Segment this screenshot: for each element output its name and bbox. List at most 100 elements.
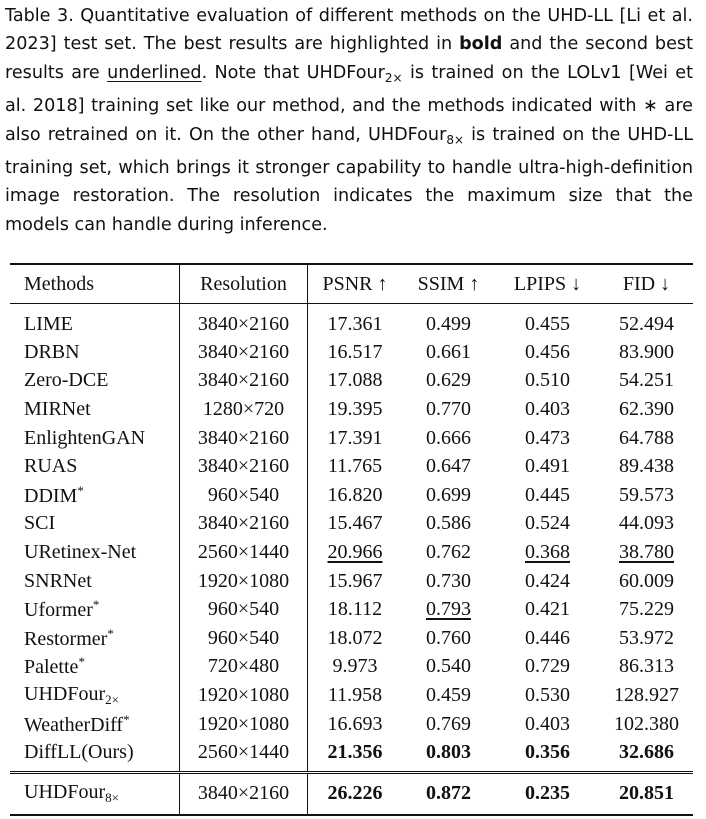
table-row: Zero-DCE 3840×2160 17.088 0.629 0.510 54.251 [10, 366, 693, 396]
cell-text: WeatherDiff [24, 713, 124, 736]
value-cell: 0.473 [525, 426, 570, 449]
value-cell: 0.445 [525, 483, 570, 506]
value-cell: 19.395 [327, 397, 383, 420]
value-cell: 11.958 [327, 683, 383, 706]
value-cell: 0.872 [402, 772, 495, 816]
method-cell: SNRNet [10, 566, 180, 596]
caption-text: bold [459, 34, 503, 55]
table-row: Uformer* 960×540 18.112 0.793 0.421 75.229 [10, 595, 693, 624]
value-cell: 720×480 [179, 652, 308, 682]
value-cell: 60.009 [619, 569, 674, 592]
value-cell: SSIM ↑ [402, 263, 495, 304]
value-cell: 0.540 [426, 655, 471, 678]
results-table: Methods Resolution PSNR ↑ SSIM ↑ LPIPS ↓ FID … [10, 263, 693, 816]
value-cell: 89.438 [619, 455, 674, 478]
value-cell: 44.093 [619, 512, 674, 535]
value-cell: 1280×720 [179, 395, 308, 424]
table-row: DDIM* 960×540 16.820 0.699 0.445 59.573 [10, 480, 693, 510]
value-cell: 0.762 [426, 540, 471, 563]
value-cell: 0.661 [426, 340, 471, 363]
method-cell: RUAS [10, 452, 180, 481]
method-cell: WeatherDiff* [10, 709, 180, 739]
subscript: 8× [105, 790, 119, 806]
superscript: * [78, 654, 85, 670]
table-row: UHDFour2× 1920×1080 11.958 0.459 0.530 128.92… [10, 681, 693, 710]
value-cell: 102.380 [614, 712, 679, 735]
caption-text: 8× [446, 132, 465, 147]
value-cell: 20.851 [600, 772, 693, 816]
cell-text: 0.235 [525, 782, 570, 805]
method-cell: URetinex-Net [10, 538, 180, 567]
value-cell: 86.313 [619, 655, 674, 678]
value-cell: 1920×1080 [179, 681, 308, 710]
cell-text: 20.966 [327, 540, 383, 563]
cell-text: Restormer [24, 627, 108, 650]
value-cell: 62.390 [619, 397, 674, 420]
value-cell: 17.088 [327, 369, 383, 392]
value-cell: 0.666 [426, 426, 471, 449]
subscript: 2× [105, 691, 119, 707]
table-row: MIRNet 1280×720 19.395 0.770 0.403 62.390 [10, 395, 693, 424]
value-cell: 20.966 [308, 538, 403, 567]
value-cell: 128.927 [614, 683, 679, 706]
table-row: SCI 3840×2160 15.467 0.586 0.524 44.093 [10, 509, 693, 539]
value-cell: 3840×2160 [179, 772, 308, 816]
cell-text: DDIM [24, 484, 78, 507]
value-cell: 18.112 [327, 598, 383, 621]
value-cell: 16.517 [327, 340, 383, 363]
value-cell: 0.424 [525, 569, 570, 592]
value-cell: 54.251 [619, 369, 674, 392]
table-row: WeatherDiff* 1920×1080 16.693 0.769 0.403 102… [10, 709, 693, 739]
value-cell: 0.769 [426, 712, 471, 735]
method-cell: DDIM* [10, 480, 180, 510]
table-row: DiffLL(Ours) 2560×1440 21.356 0.803 0.356 32.… [10, 738, 693, 774]
value-cell: 0.421 [525, 598, 570, 621]
superscript: * [92, 597, 100, 613]
value-cell: 64.788 [619, 426, 674, 449]
value-cell: 960×540 [179, 623, 308, 653]
method-cell: UHDFour2× [10, 681, 180, 710]
method-cell: Palette* [10, 652, 180, 682]
value-cell: 3840×2160 [179, 366, 308, 396]
table-row: Restormer* 960×540 18.072 0.760 0.446 53.972 [10, 623, 693, 653]
cell-text: UHDFour [24, 781, 106, 804]
value-cell: 38.780 [600, 538, 693, 567]
cell-text: Uformer [24, 599, 93, 622]
value-cell: 3840×2160 [179, 423, 308, 453]
value-cell: 0.235 [495, 772, 600, 816]
cell-text: 32.686 [619, 741, 674, 764]
cell-text: UHDFour [24, 682, 106, 705]
value-cell: 26.226 [307, 772, 402, 816]
value-cell: 3840×2160 [179, 338, 308, 367]
value-cell: 0.586 [426, 512, 471, 535]
value-cell: 0.760 [426, 626, 471, 649]
superscript: * [107, 625, 114, 641]
value-cell: 0.510 [525, 369, 570, 392]
value-cell: 0.446 [525, 626, 570, 649]
table-row: RUAS 3840×2160 11.765 0.647 0.491 89.438 [10, 452, 693, 481]
table-caption: Table 3. Quantitative evaluation of diff… [5, 2, 693, 239]
value-cell: 0.647 [426, 455, 471, 478]
method-cell: EnlightenGAN [10, 423, 180, 453]
value-cell: 0.770 [426, 397, 471, 420]
cell-text: 20.851 [619, 782, 674, 805]
value-cell: 0.803 [402, 738, 495, 774]
value-cell: 15.467 [327, 512, 383, 535]
value-cell: 59.573 [619, 483, 674, 506]
table-row: Palette* 720×480 9.973 0.540 0.729 86.313 [10, 652, 693, 682]
cell-text: 0.368 [525, 540, 570, 563]
value-cell: 3840×2160 [179, 303, 308, 338]
table-row: EnlightenGAN 3840×2160 17.391 0.666 0.473 64.… [10, 423, 693, 453]
caption-text: is trained on the UHD-LL training set, w… [5, 124, 694, 235]
table-row: UHDFour8× 3840×2160 26.226 0.872 0.235 20.851 [10, 772, 693, 816]
value-cell: 1920×1080 [179, 709, 308, 739]
value-cell: LPIPS ↓ [495, 263, 600, 304]
value-cell: 83.900 [619, 340, 674, 363]
value-cell: 1920×1080 [179, 566, 308, 596]
table-row: LIME 3840×2160 17.361 0.499 0.455 52.494 [10, 303, 693, 338]
method-cell: DRBN [10, 338, 180, 367]
cell-text: 0.803 [426, 741, 471, 764]
value-cell: 0.459 [426, 683, 471, 706]
method-cell: UHDFour8× [10, 772, 180, 816]
